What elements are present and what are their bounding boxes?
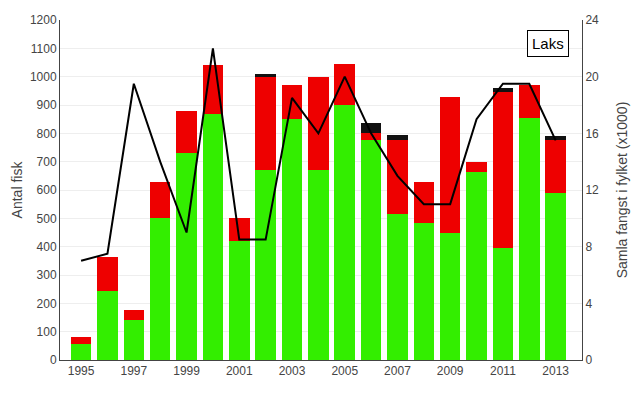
svg-text:0: 0 xyxy=(50,353,57,367)
svg-text:12: 12 xyxy=(585,183,599,197)
svg-text:300: 300 xyxy=(37,268,57,282)
svg-text:2001: 2001 xyxy=(226,364,253,378)
svg-text:200: 200 xyxy=(37,297,57,311)
svg-text:2007: 2007 xyxy=(384,364,411,378)
svg-text:500: 500 xyxy=(37,212,57,226)
svg-text:1999: 1999 xyxy=(173,364,200,378)
svg-text:800: 800 xyxy=(37,127,57,141)
svg-text:2013: 2013 xyxy=(542,364,569,378)
svg-text:2011: 2011 xyxy=(490,364,516,378)
svg-text:2003: 2003 xyxy=(279,364,306,378)
svg-text:16: 16 xyxy=(585,127,599,141)
svg-text:2005: 2005 xyxy=(331,364,358,378)
svg-text:4: 4 xyxy=(585,297,592,311)
svg-text:100: 100 xyxy=(37,325,57,339)
svg-text:1200: 1200 xyxy=(30,13,57,27)
svg-text:Laks: Laks xyxy=(532,35,564,52)
svg-text:600: 600 xyxy=(37,183,57,197)
svg-text:1995: 1995 xyxy=(68,364,95,378)
svg-text:1997: 1997 xyxy=(120,364,147,378)
svg-text:24: 24 xyxy=(585,13,599,27)
svg-text:400: 400 xyxy=(37,240,57,254)
svg-text:Antal fisk: Antal fisk xyxy=(9,161,25,219)
svg-text:1000: 1000 xyxy=(30,70,57,84)
svg-text:8: 8 xyxy=(585,240,592,254)
svg-text:700: 700 xyxy=(37,155,57,169)
svg-text:20: 20 xyxy=(585,70,599,84)
svg-text:0: 0 xyxy=(585,353,592,367)
svg-text:Samla fangst i fylket (x1000): Samla fangst i fylket (x1000) xyxy=(614,102,630,279)
svg-text:1100: 1100 xyxy=(31,42,57,56)
svg-text:2009: 2009 xyxy=(437,364,464,378)
svg-text:900: 900 xyxy=(37,98,57,112)
